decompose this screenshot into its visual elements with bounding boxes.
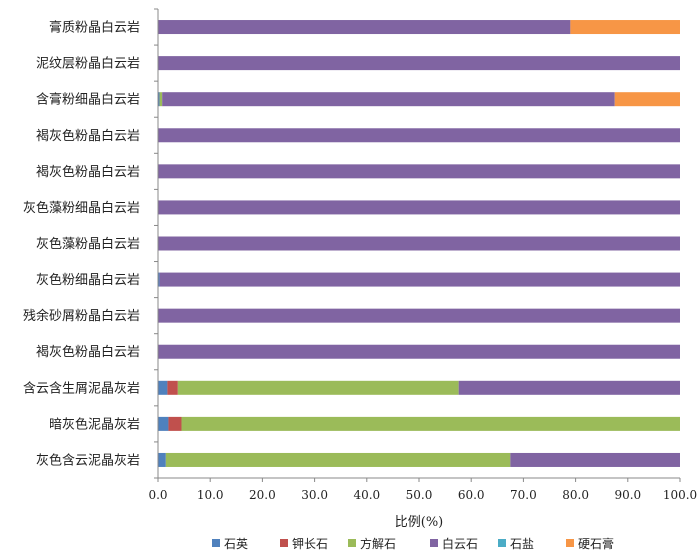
bar-segment — [168, 416, 182, 431]
x-tick-label: 70.0 — [510, 488, 537, 502]
x-tick-label: 90.0 — [614, 488, 641, 502]
x-tick-label: 80.0 — [562, 488, 589, 502]
legend-label: 石盐 — [510, 537, 534, 551]
legend-swatch — [212, 539, 220, 547]
bars-group — [158, 20, 681, 467]
axes-group — [154, 8, 681, 482]
legend-label: 石英 — [224, 537, 248, 551]
bar-segment — [614, 92, 680, 107]
category-label: 褐灰色粉晶白云岩 — [36, 164, 140, 180]
legend-item: 硬石膏 — [566, 536, 614, 551]
category-label: 含云含生屑泥晶灰岩 — [23, 380, 140, 396]
bar-segment — [165, 452, 511, 467]
bar-segment — [158, 380, 168, 395]
bar-segment — [510, 452, 680, 467]
category-label: 暗灰色泥晶灰岩 — [49, 416, 140, 432]
legend-swatch — [348, 539, 356, 547]
category-label: 泥纹层粉晶白云岩 — [36, 56, 140, 72]
x-tick-label: 30.0 — [301, 488, 328, 502]
bar-segment — [158, 20, 571, 35]
bar-segment — [158, 452, 166, 467]
category-label: 含膏粉细晶白云岩 — [36, 92, 140, 108]
category-label: 褐灰色粉晶白云岩 — [36, 128, 140, 144]
x-tick-label: 50.0 — [406, 488, 433, 502]
bar-segment — [158, 128, 680, 143]
legend-item: 石盐 — [498, 537, 534, 551]
category-labels: 膏质粉晶白云岩泥纹层粉晶白云岩含膏粉细晶白云岩褐灰色粉晶白云岩褐灰色粉晶白云岩灰… — [23, 20, 140, 469]
legend-label: 方解石 — [360, 536, 396, 551]
bar-segment — [158, 272, 160, 287]
category-label: 灰色粉细晶白云岩 — [36, 272, 140, 288]
legend-item: 方解石 — [348, 536, 396, 551]
legend-swatch — [280, 539, 288, 547]
legend-swatch — [498, 539, 506, 547]
bar-segment — [159, 92, 163, 107]
legend-label: 白云石 — [442, 536, 478, 551]
legend-swatch — [430, 539, 438, 547]
bar-segment — [158, 56, 680, 71]
category-label: 残余砂屑粉晶白云岩 — [23, 308, 140, 324]
x-tick-label: 40.0 — [353, 488, 380, 502]
category-label: 褐灰色粉晶白云岩 — [36, 344, 140, 360]
legend: 石英 钾长石 方解石 白云石 石盐 硬石膏 — [212, 536, 614, 551]
bar-segment — [167, 380, 178, 395]
legend-item: 白云石 — [430, 536, 478, 551]
bar-segment — [158, 236, 680, 251]
x-tick-label: 0.0 — [148, 488, 167, 502]
x-tick-labels: 0.0 10.0 20.0 30.0 40.0 50.0 60.0 70.0 80.0 90.0 1… — [148, 488, 697, 502]
bar-segment — [158, 308, 680, 323]
bar-segment — [158, 200, 680, 215]
x-tick-label: 60.0 — [458, 488, 485, 502]
category-label: 灰色藻粉细晶白云岩 — [23, 200, 140, 216]
legend-label: 钾长石 — [292, 537, 328, 551]
bar-segment — [177, 380, 459, 395]
legend-label: 硬石膏 — [578, 536, 614, 551]
bar-segment — [570, 20, 680, 35]
x-tick-label: 10.0 — [197, 488, 224, 502]
legend-swatch — [566, 539, 574, 547]
x-tick-label: 20.0 — [249, 488, 276, 502]
legend-item: 钾长石 — [280, 537, 328, 551]
bar-segment — [181, 416, 681, 431]
bar-segment — [158, 344, 680, 359]
x-tick-label: 100.0 — [663, 488, 697, 502]
bar-segment — [158, 416, 169, 431]
category-label: 灰色藻粉晶白云岩 — [36, 236, 140, 252]
bar-segment — [162, 92, 615, 107]
bar-segment — [158, 92, 160, 107]
category-label: 膏质粉晶白云岩 — [49, 20, 140, 36]
bar-segment — [159, 272, 681, 287]
category-label: 灰色含云泥晶灰岩 — [36, 452, 140, 468]
legend-item: 石英 — [212, 537, 248, 551]
x-axis-title: 比例(%) — [395, 515, 444, 530]
bar-segment — [458, 380, 680, 395]
bar-segment — [158, 164, 680, 179]
